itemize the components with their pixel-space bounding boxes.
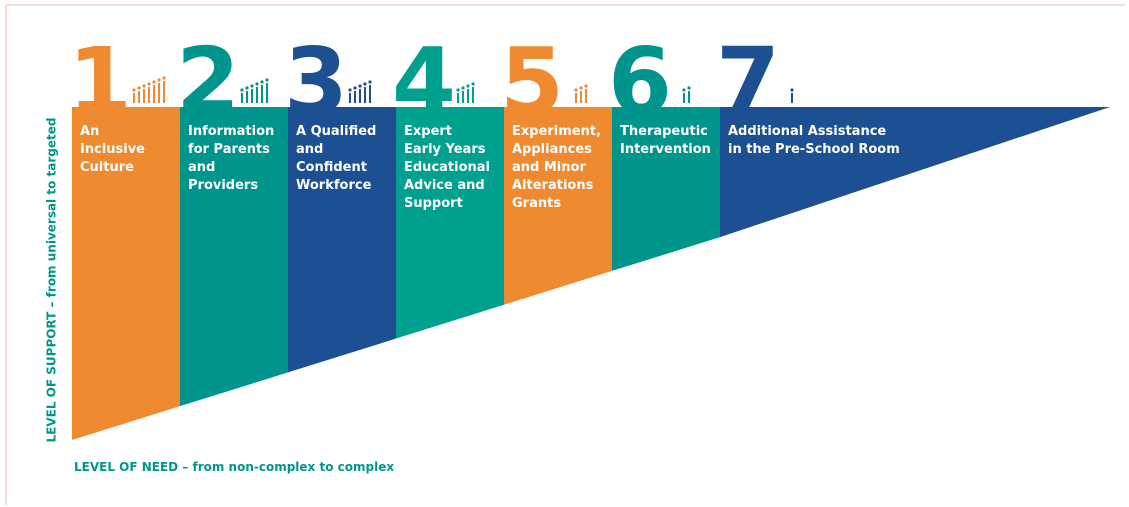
step-number: 7 [716,28,780,135]
person-head [456,88,460,92]
step-label: Appliances [512,142,592,157]
step-number: 4 [392,28,456,135]
step-block [396,107,504,339]
person-head [348,88,352,92]
person-head [368,80,372,84]
step-block [180,107,288,407]
person-head [152,80,156,84]
person-head [584,84,588,88]
step-label: Grants [512,196,561,211]
step-label: Educational [404,160,490,175]
step-label: and [296,142,323,157]
step-number: 3 [284,28,348,135]
person-head [260,80,264,84]
person-head [790,88,794,92]
step-label: A Qualified [296,124,376,139]
person-head [471,82,475,86]
step-label: Confident [296,160,367,175]
step-label: An [80,124,99,139]
step-number: 5 [500,28,564,135]
person-head [574,88,578,92]
step-label: and Minor [512,160,586,175]
person-head [240,88,244,92]
step-label: Inclusive [80,142,145,157]
step-block [504,107,612,305]
step-label: Alterations [512,178,594,193]
person-head [363,82,367,86]
step-number: 6 [608,28,672,135]
step-block [612,107,720,271]
step-label: and [188,160,215,175]
person-head [466,84,470,88]
person-head [132,88,136,92]
step-block [72,107,180,440]
step-label: Advice and [404,178,485,193]
step-label: Workforce [296,178,372,193]
step-label: Information [188,124,274,139]
step-label: Support [404,196,463,211]
person-head [461,86,465,90]
step-label: Culture [80,160,134,175]
step-label: Additional Assistance [728,124,886,139]
step-label: for Parents [188,142,270,157]
person-head [147,82,151,86]
step-label: Expert [404,124,452,139]
person-head [265,78,269,82]
person-head [579,86,583,90]
step-label: Experiment, [512,124,601,139]
person-head [353,86,357,90]
person-head [157,78,161,82]
person-head [358,84,362,88]
step-label: in the Pre-School Room [728,142,900,157]
step-number: 2 [176,28,240,135]
person-head [142,84,146,88]
person-head [162,76,166,80]
person-head [687,86,691,90]
person-head [245,86,249,90]
step-block [288,107,396,373]
x-axis-label: LEVEL OF NEED – from non-complex to comp… [74,460,394,474]
step-number: 1 [68,28,132,135]
person-head [255,82,259,86]
step-label: Therapeutic [620,124,708,139]
person-head [250,84,254,88]
person-head [137,86,141,90]
step-label: Providers [188,178,258,193]
step-label: Early Years [404,142,486,157]
step-label: Intervention [620,142,711,157]
y-axis-label: LEVEL OF SUPPORT – from universal to tar… [45,118,59,443]
person-head [682,88,686,92]
step-block [720,107,1110,238]
